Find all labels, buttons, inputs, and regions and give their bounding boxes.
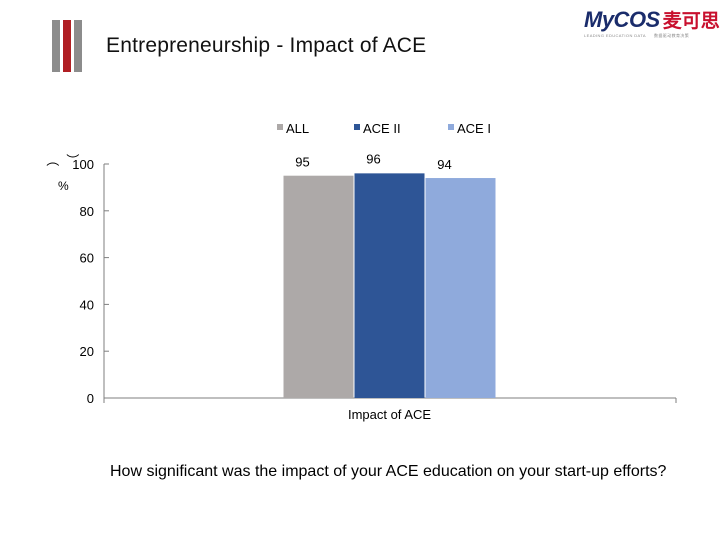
legend-swatch-ace-ii bbox=[354, 124, 360, 130]
legend-swatch-ace-i bbox=[448, 124, 454, 130]
y-axis-label-open: （ bbox=[44, 153, 59, 166]
legend-swatch-all bbox=[277, 124, 283, 130]
y-axis-label-close: ） bbox=[64, 153, 79, 166]
y-tick-label: 40 bbox=[80, 297, 94, 312]
title-decoration-bars bbox=[52, 20, 88, 72]
y-tick-label: 20 bbox=[80, 344, 94, 359]
page-title: Entrepreneurship - Impact of ACE bbox=[106, 34, 427, 57]
x-category-label: Impact of ACE bbox=[348, 407, 431, 422]
y-axis-label-unit: % bbox=[58, 179, 69, 193]
logo-chinese: 麦可思 bbox=[662, 11, 720, 32]
legend-label-ace-ii: ACE II bbox=[363, 121, 401, 136]
survey-question: How significant was the impact of your A… bbox=[110, 463, 667, 480]
bar-ace-ii bbox=[354, 173, 425, 398]
logo-wordmark: MyCOS bbox=[584, 7, 660, 32]
bar-ace-i bbox=[425, 178, 496, 398]
logo-tagline-left: LEADING EDUCATION DATA bbox=[584, 33, 646, 38]
y-tick-label: 60 bbox=[80, 251, 94, 266]
data-label: 95 bbox=[295, 155, 309, 170]
y-tick-label: 0 bbox=[87, 391, 94, 406]
legend-label-all: ALL bbox=[286, 121, 309, 136]
data-label: 96 bbox=[366, 151, 380, 166]
bar-all bbox=[283, 175, 354, 398]
y-tick-label: 80 bbox=[80, 204, 94, 219]
logo-tagline-right: 数据驱动教育决策 bbox=[654, 33, 690, 38]
y-tick-label: 100 bbox=[72, 157, 94, 172]
data-label: 94 bbox=[437, 157, 451, 172]
legend-label-ace-i: ACE I bbox=[457, 121, 491, 136]
